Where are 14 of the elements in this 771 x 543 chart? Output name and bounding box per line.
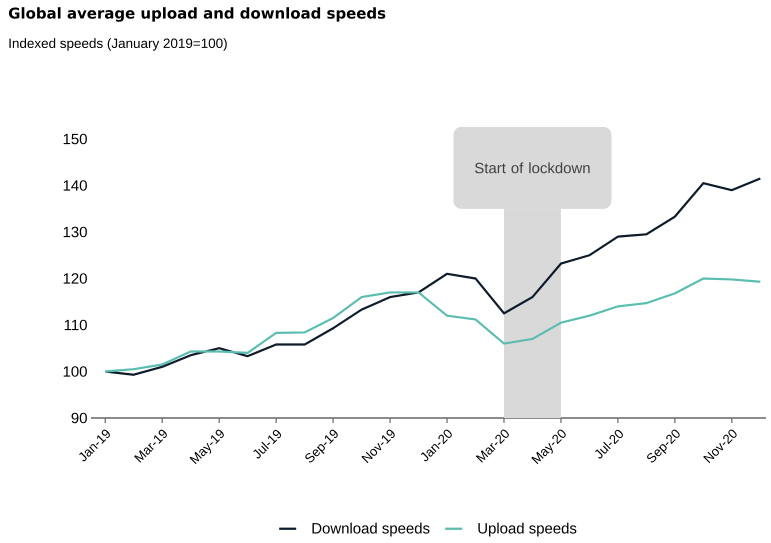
y-tick-label: 130 — [64, 226, 87, 238]
y-tick-label: 100 — [64, 366, 87, 377]
line-series — [104, 177, 762, 376]
line-series — [104, 277, 762, 373]
chart-subtitle: Indexed speeds (January 2019=100) — [9, 38, 227, 51]
chart-title: Global average upload and download speeds — [8, 7, 386, 22]
y-tick-label: 140 — [64, 180, 87, 191]
band-label: Start of lockdown — [474, 162, 590, 174]
legend-label: Download speeds — [312, 522, 430, 537]
y-tick-label: 110 — [64, 320, 87, 330]
y-tick-label: 150 — [64, 134, 87, 144]
y-tick-label: 90 — [72, 412, 87, 424]
y-tick-label: 120 — [64, 273, 87, 284]
legend-label: Upload speeds — [478, 522, 576, 537]
